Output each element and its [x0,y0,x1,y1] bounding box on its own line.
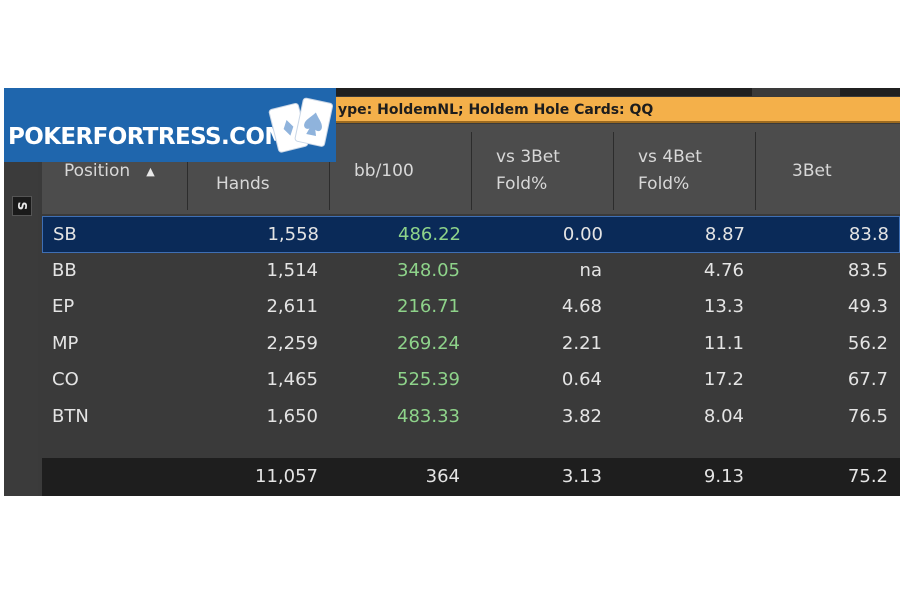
table-row[interactable]: EP 2,611 216.71 4.68 13.3 49.3 [42,289,900,326]
cell-vs4bet-fold: 11.1 [703,332,744,354]
cell-vs3bet-fold: 3.82 [561,405,602,427]
logo-text: POKERFORTRESS.COM [8,124,287,150]
cell-position: BTN [52,405,89,427]
cell-vs4bet-fold: 13.3 [703,296,744,317]
cell-vs4bet-fold: 8.87 [704,224,745,245]
cell-3bet: 67.7 [847,369,888,390]
cell-position: CO [52,369,79,390]
cell-bb100: 525.39 [397,369,460,390]
cell-bb100: 269.24 [397,332,460,354]
cell-3bet: 56.2 [847,332,888,354]
stats-table: Position ▲ Hands bb/100 vs 3Bet Fold% [42,124,900,496]
cell-hands: 1,650 [266,405,318,427]
cell-3bet: 76.5 [847,405,888,427]
table-row[interactable]: BTN 1,650 483.33 3.82 8.04 76.5 [42,399,900,436]
total-3bet: 75.2 [847,466,888,487]
cell-3bet: 83.5 [847,259,888,281]
table-row[interactable]: SB 1,558 486.22 0.00 8.87 83.8 [42,216,900,253]
window-top-strip [4,88,900,96]
cell-vs3bet-fold: 4.68 [561,296,602,317]
sort-ascending-icon: ▲ [146,164,155,178]
cell-vs4bet-fold: 4.76 [703,259,744,281]
table-row[interactable]: BB 1,514 348.05 na 4.76 83.5 [42,253,900,290]
cell-position: BB [52,259,77,281]
total-bb100: 364 [425,466,460,487]
column-header-vs4bet-fold[interactable]: vs 4Bet Fold% [614,132,756,210]
cell-hands: 2,259 [266,332,318,354]
playing-cards-icon [268,97,333,153]
cell-vs4bet-fold: 17.2 [703,369,744,390]
table-row[interactable]: MP 2,259 269.24 2.21 11.1 56.2 [42,326,900,363]
cell-hands: 1,465 [266,369,318,390]
column-header-3bet[interactable]: 3Bet [792,161,832,181]
total-vs4bet-fold: 9.13 [703,466,744,487]
total-vs3bet-fold: 3.13 [561,466,602,487]
filter-bar-text: ype: HoldemNL; Holdem Hole Cards: QQ [338,102,654,118]
cell-position: MP [52,332,79,354]
table-row[interactable]: CO 1,465 525.39 0.64 17.2 67.7 [42,362,900,399]
cell-position: EP [52,296,75,317]
cell-hands: 1,558 [267,224,319,245]
column-header-vs3bet-fold[interactable]: vs 3Bet Fold% [472,132,614,210]
totals-row: 11,057 364 3.13 9.13 75.2 [42,458,900,496]
table-body: SB 1,558 486.22 0.00 8.87 83.8 BB 1,514 … [42,216,900,435]
pokerfortress-logo: POKERFORTRESS.COM [4,88,336,162]
cell-bb100: 483.33 [397,405,460,427]
cell-hands: 1,514 [266,259,318,281]
cell-vs3bet-fold: 0.00 [562,224,603,245]
cell-hands: 2,611 [266,296,318,317]
column-header-bb100[interactable]: bb/100 [330,132,472,210]
total-hands: 11,057 [255,466,318,487]
column-header-position[interactable]: Position ▲ [42,132,188,210]
cell-bb100: 216.71 [397,296,460,317]
cell-position: SB [53,224,77,245]
stats-window: ype: HoldemNL; Holdem Hole Cards: QQ S P… [4,88,900,496]
left-gutter: S [4,124,38,496]
table-spacer-row [42,435,900,457]
filter-bar[interactable]: ype: HoldemNL; Holdem Hole Cards: QQ [330,97,900,123]
cell-vs3bet-fold: 2.21 [561,332,602,354]
cell-bb100: 348.05 [397,259,460,281]
column-header-hands[interactable]: Hands [188,132,330,210]
side-toggle-button[interactable]: S [12,196,32,216]
cell-bb100: 486.22 [398,224,461,245]
cell-vs3bet-fold: na [579,259,602,281]
cell-3bet: 83.8 [848,224,889,245]
cell-vs3bet-fold: 0.64 [561,369,602,390]
cell-3bet: 49.3 [847,296,888,317]
cell-vs4bet-fold: 8.04 [703,405,744,427]
